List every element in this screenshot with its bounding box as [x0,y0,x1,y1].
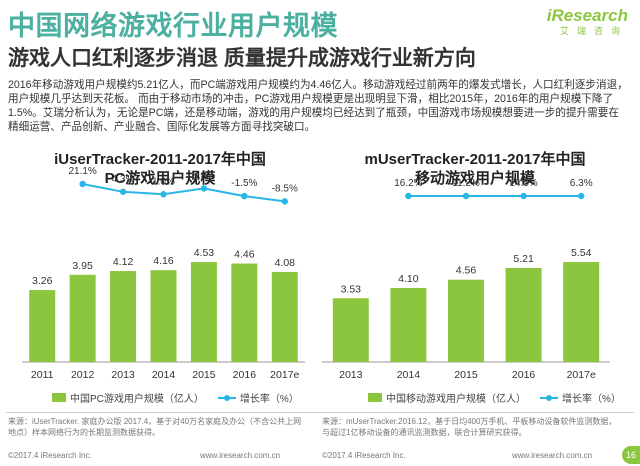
pc-bar [29,290,56,362]
mobile-legend-line-label: 增长率（%） [562,394,621,405]
page-title: 中国网络游戏行业用户规模 [8,11,338,41]
pc-legend-line-label: 增长率（%） [239,394,299,405]
pc-chart-title: iUserTracker-2011-2017年中国 PC游戏用户规模 [20,150,300,188]
logo-text: iResearch [546,6,628,25]
site-left: www.iresearch.com.cn [200,451,281,460]
pc-growth-label: 21.1% [68,166,96,177]
mobile-bar [390,287,427,362]
pc-legend-line-swatch [217,394,236,401]
mobile-x-tick-label: 2015 [454,369,478,381]
footer-divider [6,412,634,413]
source-note-right: 来源：mUserTracker.2016.12，基于日均400万手机、平板移动设… [322,417,617,437]
pc-bar-value-label: 4.08 [275,257,296,269]
mobile-bar [563,262,600,362]
iresearch-logo: iResearch 艾瑞咨询 [547,6,628,37]
pc-x-tick-label: 2015 [192,369,216,381]
pc-growth-point [281,198,288,205]
pc-bar-value-label: 4.16 [153,255,174,267]
pc-chart-title-line1: iUserTracker-2011-2017年中国 [54,151,266,168]
mobile-bar-value-label: 4.56 [456,265,477,277]
mobile-x-tick-label: 2013 [339,369,363,381]
pc-growth-point [160,191,167,198]
mobile-chart-title-line1: mUserTracker-2011-2017年中国 [364,151,586,168]
mobile-growth-point [405,192,412,200]
pc-bar [69,274,96,362]
pc-growth-point [241,192,248,200]
logo-subtext: 艾瑞咨询 [559,26,628,36]
pc-growth-label: 8.8% [193,170,216,181]
pc-bar [110,271,137,362]
mobile-x-tick-label: 2014 [397,369,421,381]
summary-paragraph: 2016年移动游戏用户规模约5.21亿人，而PC端游戏用户规模约为4.46亿人。… [8,79,628,133]
mobile-growth-point [578,192,585,200]
mobile-bar-value-label: 4.10 [398,273,419,285]
mobile-growth-label: 14.5% [509,178,537,189]
mobile-growth-label: 11.2% [452,178,480,189]
mobile-growth-label: 6.3% [570,178,593,189]
mobile-bar-value-label: 5.21 [513,253,534,265]
mobile-chart-title: mUserTracker-2011-2017年中国 移动游戏用户规模 [330,150,620,188]
site-right: www.iresearch.com.cn [512,451,593,460]
pc-x-tick-label: 2014 [152,369,176,381]
pc-bar [150,270,177,362]
copyright-left: ©2017.4 iResearch Inc. [8,451,92,460]
mobile-x-tick-label: 2017e [567,369,596,381]
pc-bar-value-label: 3.95 [72,260,93,272]
pc-growth-label: 4.3% [112,174,135,185]
mobile-x-tick-label: 2016 [512,369,536,381]
copyright-right: ©2017.4 iResearch Inc. [322,451,406,460]
mobile-growth-label: 16.2% [394,178,422,189]
pc-x-tick-label: 2016 [233,369,257,381]
mobile-legend-line-swatch [540,394,558,401]
mobile-growth-point [520,192,527,200]
pc-bar [231,263,258,362]
pc-bar-value-label: 3.26 [32,275,53,287]
mobile-bar [505,267,542,362]
pc-bar-value-label: 4.12 [113,256,134,268]
mobile-legend: 中国移动游戏用户规模（亿人） 增长率（%） [368,390,621,405]
pc-x-tick-label: 2017e [270,369,299,381]
mobile-growth-point [462,192,470,200]
pc-x-tick-label: 2013 [111,369,135,381]
pc-growth-point [200,185,208,192]
mobile-legend-bar-label: 中国移动游戏用户规模（亿人） [386,394,526,405]
pc-bar-value-label: 4.53 [194,247,215,259]
pc-legend-bar-label: 中国PC游戏用户规模（亿人） [70,394,204,405]
mobile-bar-value-label: 5.54 [571,247,592,259]
mobile-legend-bar-swatch [368,393,382,402]
pc-bar [271,271,298,362]
mobile-bar-value-label: 3.53 [341,283,362,295]
pc-x-tick-label: 2011 [31,369,54,381]
page-subtitle: 游戏人口红利逐步消退 质量提升成游戏行业新方向 [8,47,476,70]
pc-growth-line [82,183,285,203]
page-number: 16 [622,446,640,464]
pc-x-tick-label: 2012 [71,369,95,381]
pc-growth-point [119,188,127,195]
pc-growth-label: 1.0% [152,176,175,187]
source-note-left: 来源：iUserTracker. 家庭办公版 2017.4，基于对40万名家庭及… [8,417,302,437]
pc-chart-title-line2: PC游戏用户规模 [104,170,216,187]
pc-growth-label: -1.5% [231,178,257,189]
mobile-bar [332,298,369,362]
pc-bar-value-label: 4.46 [234,249,255,261]
pc-legend-bar-swatch [52,393,66,402]
mobile-bar [448,279,484,362]
pc-growth-point [79,180,86,188]
pc-legend: 中国PC游戏用户规模（亿人） 增长率（%） [52,390,299,405]
pc-bar [190,262,217,362]
pc-growth-label: -8.5% [272,183,298,194]
mobile-chart-title-line2: 移动游戏用户规模 [414,170,535,187]
